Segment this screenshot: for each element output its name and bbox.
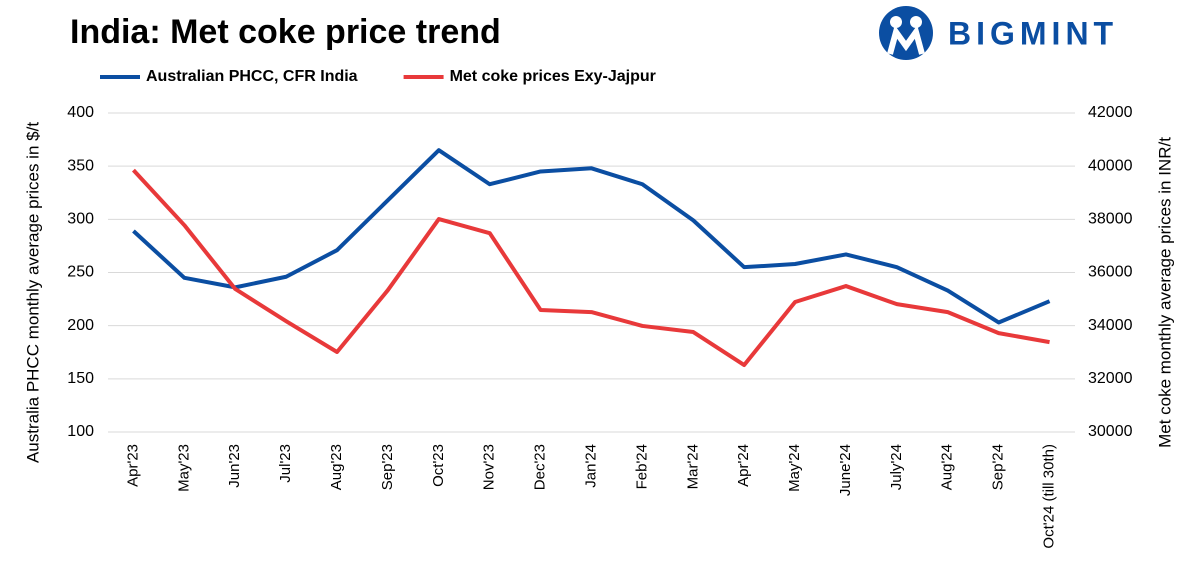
legend-label: Australian PHCC, CFR India bbox=[146, 68, 358, 85]
chart-title: India: Met coke price trend bbox=[70, 13, 501, 51]
logo-icon-dot bbox=[910, 16, 922, 28]
x-tick-label: Jul'23 bbox=[277, 444, 294, 483]
legend-label: Met coke prices Exy-Jajpur bbox=[450, 68, 656, 85]
series-line bbox=[132, 148, 1051, 325]
y2-tick-label: 30000 bbox=[1088, 423, 1133, 440]
y2-tick-label: 34000 bbox=[1088, 317, 1133, 334]
y2-tick-label: 36000 bbox=[1088, 264, 1133, 281]
x-tick-label: Oct'23 bbox=[430, 444, 447, 487]
x-tick-label: July'24 bbox=[888, 444, 905, 490]
logo-icon-dot bbox=[890, 16, 902, 28]
x-tick-label: May'24 bbox=[786, 444, 803, 492]
x-tick-label: Dec'23 bbox=[532, 444, 549, 490]
x-tick-label: Mar'24 bbox=[684, 444, 701, 489]
y-tick-label: 300 bbox=[67, 211, 94, 228]
logo-icon bbox=[879, 6, 933, 60]
y2-tick-label: 40000 bbox=[1088, 157, 1133, 174]
x-tick-label: Nov'23 bbox=[481, 444, 498, 490]
logo-text: BIGMINT bbox=[948, 15, 1118, 51]
y-tick-label: 350 bbox=[67, 157, 94, 174]
y-tick-label: 400 bbox=[67, 104, 94, 121]
x-tick-label: Aug'23 bbox=[328, 444, 345, 490]
y2-tick-label: 32000 bbox=[1088, 370, 1133, 387]
x-tick-label: Aug'24 bbox=[939, 444, 956, 490]
x-tick-label: Sep'24 bbox=[990, 444, 1007, 490]
y-tick-label: 100 bbox=[67, 423, 94, 440]
logo-icon-m bbox=[887, 25, 925, 55]
y2-axis-title: Met coke monthly average prices in INR/t bbox=[1155, 137, 1174, 448]
y-tick-label: 150 bbox=[67, 370, 94, 387]
x-tick-label: Oct'24 (till 30th) bbox=[1041, 444, 1058, 549]
x-tick-label: Apr'23 bbox=[124, 444, 141, 487]
x-tick-label: Sep'23 bbox=[379, 444, 396, 490]
x-tick-label: May'23 bbox=[175, 444, 192, 492]
logo: BIGMINT bbox=[879, 6, 1118, 60]
x-tick-label: Jan'24 bbox=[582, 444, 599, 488]
x-tick-label: Feb'24 bbox=[633, 444, 650, 489]
x-tick-label: Jun'23 bbox=[226, 444, 243, 488]
y-tick-label: 250 bbox=[67, 264, 94, 281]
y2-tick-label: 38000 bbox=[1088, 211, 1133, 228]
y-tick-label: 200 bbox=[67, 317, 94, 334]
y2-tick-label: 42000 bbox=[1088, 104, 1133, 121]
x-tick-label: June'24 bbox=[837, 444, 854, 496]
x-tick-label: Apr'24 bbox=[735, 444, 752, 487]
series-line bbox=[131, 168, 1050, 368]
y-axis-title: Australia PHCC monthly average prices in… bbox=[23, 122, 42, 463]
